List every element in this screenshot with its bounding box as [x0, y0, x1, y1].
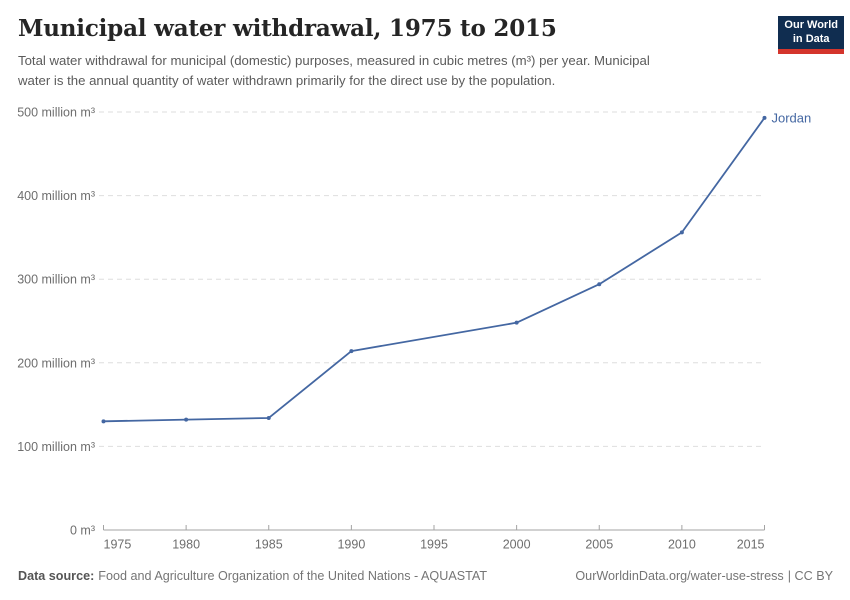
- x-axis-tick-label: 1980: [172, 538, 200, 552]
- footer-attribution: OurWorldinData.org/water-use-stress | CC …: [575, 569, 833, 583]
- y-axis-tick-label: 500 million m³: [17, 106, 95, 120]
- owid-logo-line1: Our World: [784, 19, 838, 31]
- y-axis-tick-label: 0 m³: [70, 524, 95, 538]
- chart-subtitle: Total water withdrawal for municipal (do…: [18, 53, 650, 88]
- data-point: [679, 230, 684, 235]
- data-point: [266, 415, 271, 420]
- data-source-label: Data source:: [18, 569, 95, 583]
- x-axis-tick-label: 1990: [337, 538, 365, 552]
- license-label: | CC BY: [787, 569, 833, 583]
- data-point: [101, 419, 106, 424]
- x-axis-tick-label: 2005: [585, 538, 613, 552]
- data-point: [184, 417, 189, 422]
- x-axis-tick-label: 2015: [737, 538, 765, 552]
- data-line: [102, 116, 766, 423]
- data-point: [762, 115, 767, 120]
- data-source-value: Food and Agriculture Organization of the…: [98, 569, 488, 583]
- owid-logo: Our World in Data: [778, 16, 844, 54]
- page-title: Municipal water withdrawal, 1975 to 2015: [18, 15, 557, 42]
- y-axis-tick-label: 300 million m³: [17, 273, 95, 287]
- owid-logo-line2: in Data: [792, 32, 830, 45]
- x-axis-tick-label: 1985: [255, 538, 283, 552]
- data-point: [514, 320, 519, 325]
- x-axis-tick-label: 2000: [503, 538, 531, 552]
- series-label: Jordan: [772, 110, 812, 125]
- owid-url-link[interactable]: OurWorldinData.org/water-use-stress: [575, 569, 784, 583]
- x-axis-tick-label: 1995: [420, 538, 448, 552]
- y-axis-tick-label: 200 million m³: [17, 356, 95, 370]
- x-axis-tick-label: 1975: [104, 538, 132, 552]
- y-axis-tick-label: 100 million m³: [17, 440, 95, 454]
- footer-datasource: Data source: Food and Agriculture Organiz…: [18, 569, 487, 583]
- data-point: [597, 282, 602, 287]
- data-point: [349, 349, 354, 354]
- x-axis-tick-label: 2010: [668, 538, 696, 552]
- y-axis-tick-label: 400 million m³: [17, 189, 95, 203]
